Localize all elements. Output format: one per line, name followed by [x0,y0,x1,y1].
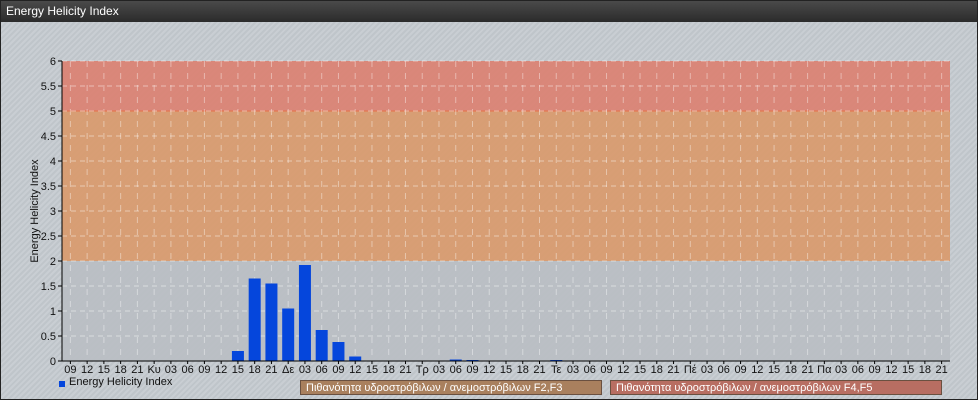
x-tick-label: 15 [634,364,646,376]
x-tick-label: 09 [868,364,880,376]
x-tick-label: Τρ [416,364,429,376]
x-tick-label: Πα [817,364,832,376]
bar [265,283,278,361]
x-tick-label: 12 [885,364,897,376]
y-tick-label: 5.5 [41,81,56,93]
x-tick-label: 15 [232,364,244,376]
x-tick-label: 09 [198,364,210,376]
x-tick-label: 03 [165,364,177,376]
y-tick-label: 0.5 [41,331,56,343]
band-0 [62,261,950,361]
y-tick-label: 2 [50,256,56,268]
y-tick-label: 5 [50,106,56,118]
x-tick-label: 21 [667,364,679,376]
bar [449,359,462,361]
x-tick-label: 06 [182,364,194,376]
x-tick-label: 18 [785,364,797,376]
x-tick-label: 12 [751,364,763,376]
x-tick-label: 21 [265,364,277,376]
band-label-f4-f5: Πιθανότητα υδροστρόβιλων / ανεμοστρόβιλω… [610,380,942,395]
x-tick-label: 09 [466,364,478,376]
band-2 [62,61,950,111]
x-tick-label: 18 [651,364,663,376]
x-tick-label: 15 [768,364,780,376]
x-tick-label: 18 [517,364,529,376]
x-tick-label: 03 [567,364,579,376]
bar [248,278,261,361]
y-tick-label: 1 [50,306,56,318]
x-tick-label: 12 [349,364,361,376]
x-tick-label: 03 [299,364,311,376]
x-tick-label: 18 [919,364,931,376]
x-tick-label: 21 [801,364,813,376]
x-tick-label: 12 [81,364,93,376]
bar [315,330,328,361]
x-tick-label: 15 [902,364,914,376]
legend[interactable]: Energy Helicity Index [59,376,172,388]
y-tick-label: 3.5 [41,181,56,193]
y-tick-label: 2.5 [41,231,56,243]
x-tick-label: 09 [600,364,612,376]
y-tick-label: 6 [50,56,56,68]
x-tick-label: 12 [215,364,227,376]
legend-swatch [59,380,65,387]
x-tick-label: 18 [383,364,395,376]
bar [231,351,244,361]
window-title: Energy Helicity Index [1,1,977,22]
x-tick-label: Τε [551,364,562,376]
y-tick-label: 0 [50,356,56,368]
x-tick-label: 03 [433,364,445,376]
x-tick-label: 18 [115,364,127,376]
x-tick-label: 06 [450,364,462,376]
x-tick-label: 12 [617,364,629,376]
x-tick-label: 06 [718,364,730,376]
x-tick-label: 09 [734,364,746,376]
x-tick-label: 15 [500,364,512,376]
x-tick-label: 09 [64,364,76,376]
x-tick-label: 06 [852,364,864,376]
y-axis-label: Energy Helicity Index [29,159,41,263]
legend-label: Energy Helicity Index [69,376,173,388]
x-tick-label: 21 [399,364,411,376]
bar [332,342,345,361]
y-tick-label: 3 [50,206,56,218]
x-tick-label: Πέ [684,364,697,376]
x-tick-label: 21 [935,364,947,376]
y-tick-label: 4 [50,156,56,168]
band-1 [62,111,950,261]
x-tick-label: 12 [483,364,495,376]
y-tick-label: 1.5 [41,281,56,293]
x-tick-label: 18 [249,364,261,376]
x-tick-label: 06 [584,364,596,376]
x-tick-label: 21 [131,364,143,376]
x-tick-label: 03 [835,364,847,376]
bar [349,356,362,361]
bar [282,308,295,361]
x-tick-label: Κυ [147,364,160,376]
band-label-f2-f3: Πιθανότητα υδροστρόβιλων / ανεμοστρόβιλω… [300,380,602,395]
x-tick-label: 21 [533,364,545,376]
x-tick-label: 03 [701,364,713,376]
x-tick-label: 06 [316,364,328,376]
x-tick-label: 09 [332,364,344,376]
y-tick-label: 4.5 [41,131,56,143]
x-tick-label: Δε [282,364,294,376]
x-tick-label: 15 [366,364,378,376]
bar [298,265,311,361]
x-tick-label: 15 [98,364,110,376]
